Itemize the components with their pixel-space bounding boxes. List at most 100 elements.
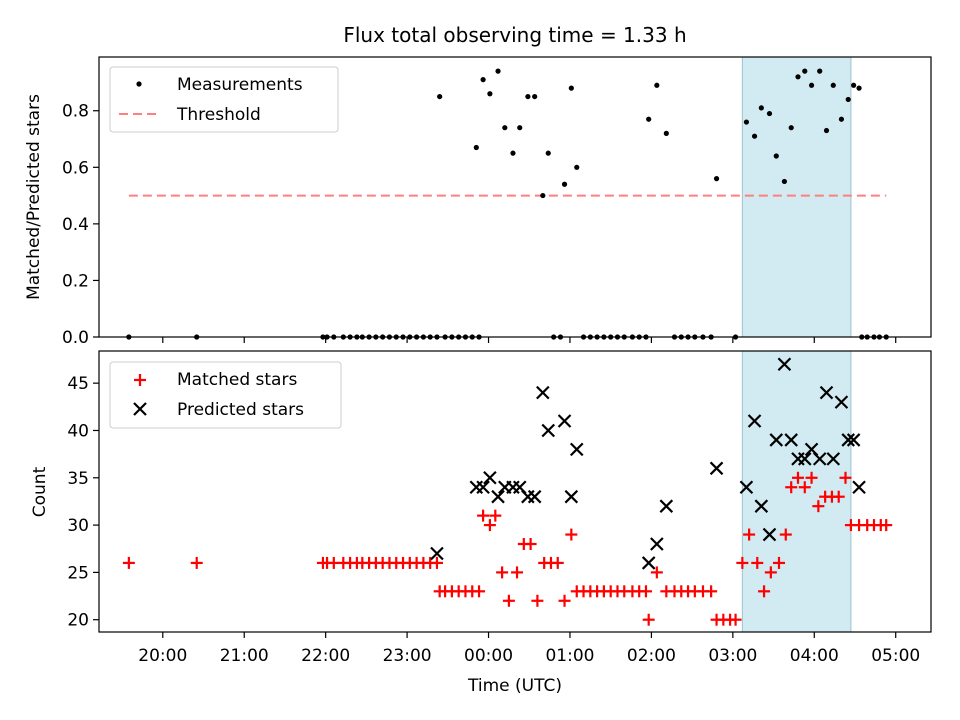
measurement-point <box>495 68 501 74</box>
measurement-point <box>574 164 580 170</box>
predicted-point <box>846 433 861 447</box>
matched-point <box>798 481 811 494</box>
measurement-point <box>751 133 758 139</box>
matched-point <box>812 500 825 513</box>
matched-point <box>805 471 818 484</box>
measurement-point <box>808 82 815 88</box>
bottom-axes: 20 25 30 35 40 45 20:00 21:00 22:00 23:00 00:00 01… <box>30 350 932 696</box>
bottom-legend: Matched stars Predicted stars <box>109 361 342 429</box>
matched-point <box>551 556 564 569</box>
measurement-point <box>758 105 764 111</box>
predicted-point <box>762 527 777 542</box>
predicted-point <box>777 357 792 372</box>
measurement-point <box>654 82 660 88</box>
matched-point <box>565 528 578 541</box>
bottom-axes-frame <box>98 350 932 633</box>
matched-point <box>832 490 845 503</box>
x-tick-label: 22:00 <box>301 646 350 666</box>
matched-point <box>477 509 490 522</box>
measurement-point <box>766 110 773 117</box>
legend-predicted-label: Predicted stars <box>177 400 304 420</box>
bottom-y-label: Count <box>30 466 50 517</box>
predicted-point <box>476 480 490 495</box>
predicted-point <box>506 480 520 495</box>
predicted-point <box>819 385 834 400</box>
measurement-point <box>802 68 808 74</box>
measurement-point <box>773 153 779 159</box>
measurement-point <box>851 82 857 88</box>
matched-point <box>496 566 509 579</box>
legend-matched-marker <box>134 374 146 386</box>
predicted-point <box>641 556 656 570</box>
y-tick-label: 45 <box>67 374 89 394</box>
measurement-point <box>510 150 516 156</box>
y-tick-label: 0.8 <box>62 102 89 122</box>
predicted-point <box>826 452 841 466</box>
predicted-point <box>557 414 572 428</box>
x-tick-label: 01:00 <box>545 646 594 666</box>
top-axes: 0.00.20.40.60.8 Matched/Predicted stars … <box>24 56 932 348</box>
matched-point <box>639 585 652 598</box>
measurement-point <box>795 74 801 80</box>
matched-point <box>736 556 749 569</box>
measurement-point <box>646 116 652 122</box>
predicted-point <box>739 480 754 495</box>
x-axis-label: Time (UTC) <box>467 676 562 696</box>
matched-point <box>705 585 718 598</box>
measurement-point <box>788 125 794 131</box>
predicted-point <box>834 395 849 409</box>
matched-point <box>779 528 792 541</box>
legend-measurements-marker <box>136 81 142 87</box>
matched-point <box>531 594 544 607</box>
count-points <box>122 357 893 626</box>
legend-measurements-label: Measurements <box>177 75 303 95</box>
top-axes-frame <box>98 56 932 338</box>
bottom-highlight-band <box>741 350 852 633</box>
top-y-label: Matched/Predicted stars <box>24 94 44 300</box>
x-tick-label: 04:00 <box>790 646 839 666</box>
matched-point <box>489 509 502 522</box>
legend-threshold-label: Threshold <box>176 105 261 125</box>
predicted-point <box>430 546 444 561</box>
matched-point <box>729 613 742 626</box>
measurement-point <box>743 119 750 125</box>
predicted-point <box>564 489 579 504</box>
x-tick-label: 03:00 <box>708 646 757 666</box>
x-tick-label: 21:00 <box>220 646 269 666</box>
x-tick-label: 00:00 <box>464 646 513 666</box>
measurement-point <box>781 178 788 185</box>
predicted-point <box>812 452 827 466</box>
matched-point <box>758 585 771 598</box>
y-tick-label: 0.2 <box>62 271 89 291</box>
matched-point <box>511 566 524 579</box>
measurement-point <box>856 85 862 91</box>
matched-point <box>772 556 785 569</box>
measurement-point <box>823 127 830 134</box>
predicted-point <box>483 471 497 485</box>
measurement-point <box>480 77 486 83</box>
legend-predicted-marker <box>133 402 147 416</box>
y-tick-label: 0.4 <box>62 215 89 235</box>
top-y-ticks: 0.0 0.2 0.4 0.6 0.8 <box>62 102 99 348</box>
matched-point <box>839 471 852 484</box>
bottom-x-ticks: 20:00 21:00 22:00 23:00 00:00 01:00 02:00 03:00… <box>138 632 920 666</box>
measurement-point <box>817 68 823 74</box>
x-tick-label: 02:00 <box>627 646 676 666</box>
measurement-point <box>845 96 851 103</box>
bottom-legend-box <box>109 361 342 429</box>
bottom-y-ticks: 20 25 30 35 40 45 <box>67 374 99 631</box>
predicted-point <box>569 442 584 457</box>
predicted-point <box>659 499 674 513</box>
y-tick-label: 30 <box>67 516 89 536</box>
predicted-point <box>754 499 769 513</box>
matched-point <box>430 556 443 569</box>
predicted-point <box>469 480 484 495</box>
x-tick-label: 23:00 <box>383 646 432 666</box>
matched-point <box>650 566 663 579</box>
y-tick-label: 0.0 <box>62 328 89 348</box>
y-tick-label: 25 <box>67 563 89 583</box>
matched-point <box>473 585 486 598</box>
measurement-point <box>545 150 551 156</box>
x-tick-label: 05:00 <box>871 646 920 666</box>
